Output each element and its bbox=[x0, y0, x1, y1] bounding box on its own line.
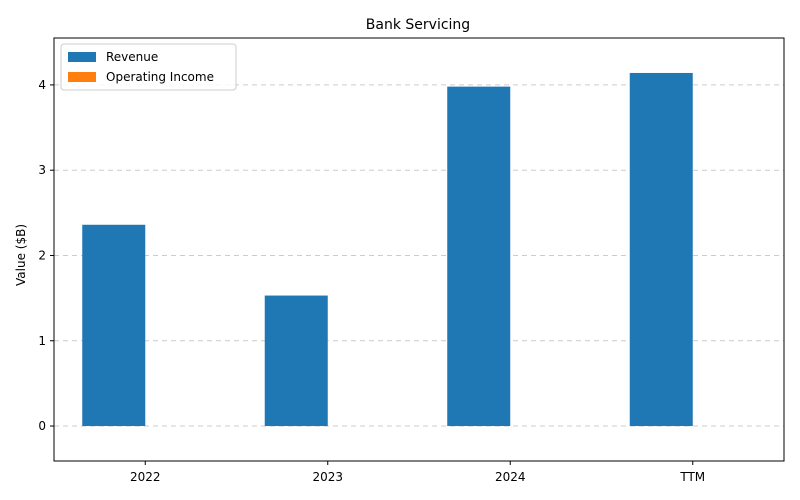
y-tick-label: 3 bbox=[38, 163, 46, 177]
y-tick-label: 0 bbox=[38, 419, 46, 433]
bar-revenue bbox=[447, 86, 511, 427]
x-tick-label: 2024 bbox=[495, 470, 526, 484]
grid-lines bbox=[54, 84, 784, 427]
x-tick-label: 2022 bbox=[130, 470, 161, 484]
legend-label: Operating Income bbox=[106, 70, 214, 84]
y-axis-ticks: 0 1 2 3 4 bbox=[38, 78, 54, 433]
x-tick-label: TTM bbox=[679, 470, 705, 484]
x-axis-ticks: 2022 2023 2024 TTM bbox=[130, 461, 705, 484]
x-tick-label: 2023 bbox=[312, 470, 343, 484]
y-tick-label: 2 bbox=[38, 248, 46, 262]
legend-box bbox=[60, 43, 237, 91]
legend-swatch bbox=[68, 52, 96, 62]
bar-revenue bbox=[629, 72, 693, 427]
legend-label: Revenue bbox=[106, 50, 158, 64]
bar-revenue bbox=[82, 224, 146, 427]
chart-title: Bank Servicing bbox=[366, 17, 470, 33]
y-tick-label: 1 bbox=[38, 334, 46, 348]
y-axis-label: Value ($B) bbox=[14, 224, 28, 286]
legend: Revenue Operating Income bbox=[60, 43, 237, 91]
legend-swatch bbox=[68, 72, 96, 82]
bar-revenue bbox=[264, 295, 328, 427]
y-tick-label: 4 bbox=[38, 78, 46, 92]
bars bbox=[82, 72, 693, 427]
plot-frame bbox=[53, 37, 785, 462]
